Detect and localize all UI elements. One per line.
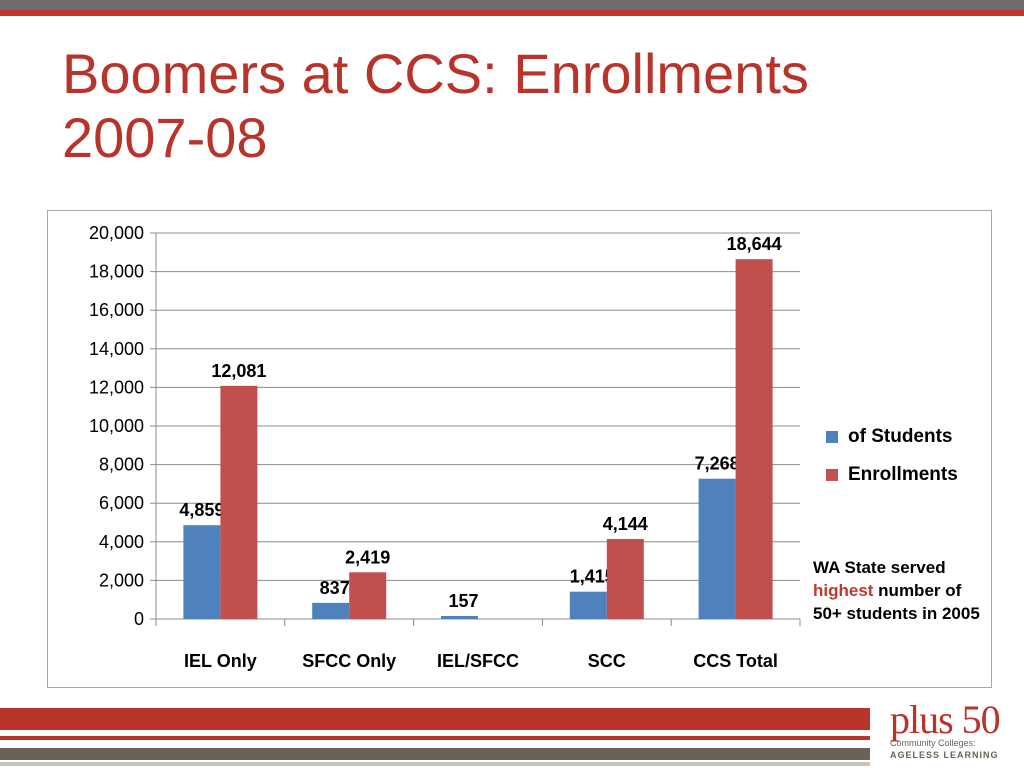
data-label-students: 157 (448, 591, 478, 611)
data-label-enrollments: 4,144 (603, 514, 648, 534)
top-rule-red (0, 10, 1024, 16)
y-tick-label: 4,000 (99, 532, 144, 552)
bar-students (698, 478, 736, 619)
x-category-label: CCS Total (693, 651, 778, 671)
bottom-rule-red-thick (0, 708, 870, 730)
data-label-enrollments: 2,419 (345, 547, 390, 567)
bar-enrollments (606, 539, 644, 619)
y-tick-label: 20,000 (89, 223, 144, 243)
y-tick-label: 0 (134, 609, 144, 629)
data-label-enrollments: 12,081 (211, 361, 266, 381)
legend-label-enrollments: Enrollments (848, 464, 958, 485)
data-label-students: 837 (320, 578, 350, 598)
bar-students (441, 615, 478, 619)
y-tick-label: 12,000 (89, 377, 144, 397)
logo-main-text: plus 50 (890, 697, 1001, 742)
bar-students (183, 525, 221, 619)
y-tick-label: 14,000 (89, 339, 144, 359)
top-rule (0, 0, 1024, 16)
y-tick-label: 8,000 (99, 455, 144, 475)
x-category-label: SFCC Only (302, 651, 396, 671)
data-label-students: 1,415 (570, 567, 615, 587)
legend-swatch-students (826, 431, 838, 443)
logo-tag-text: AGELESS LEARNING (890, 750, 999, 760)
legend-label-students: of Students (848, 426, 953, 447)
note-highlight: highest (813, 581, 874, 600)
bar-enrollments (735, 259, 773, 619)
slide-title: Boomers at CCS: Enrollments 2007-08 (62, 42, 809, 169)
legend-item-enrollments: Enrollments (826, 456, 958, 494)
data-label-students: 4,859 (179, 500, 224, 520)
plus50-logo: plus 50 Community Colleges: AGELESS LEAR… (880, 700, 1020, 768)
data-label-enrollments: 18,644 (727, 234, 782, 254)
y-tick-label: 16,000 (89, 300, 144, 320)
data-label-students: 7,268 (695, 454, 740, 474)
chart-legend: of Students Enrollments (826, 418, 958, 494)
note-text-after: number of 50+ students in 2005 (813, 581, 980, 623)
bottom-rule-light (0, 762, 870, 766)
y-tick-label: 6,000 (99, 493, 144, 513)
bar-students (569, 591, 607, 619)
y-tick-label: 18,000 (89, 262, 144, 282)
x-category-label: IEL/SFCC (437, 651, 519, 671)
y-tick-label: 10,000 (89, 416, 144, 436)
legend-swatch-enrollments (826, 469, 838, 481)
bottom-rule-red-thin (0, 736, 870, 740)
bar-enrollments (220, 385, 258, 619)
bottom-rules (0, 708, 870, 768)
top-rule-dark (0, 0, 1024, 10)
note-text-before: WA State served (813, 558, 946, 577)
logo-sub-text: Community Colleges: (890, 738, 976, 748)
bar-students (312, 602, 350, 619)
bar-enrollments (349, 572, 387, 619)
bottom-rule-brown (0, 748, 870, 760)
legend-item-students: of Students (826, 418, 958, 456)
y-tick-label: 2,000 (99, 570, 144, 590)
x-category-label: IEL Only (184, 651, 257, 671)
annotation-note: WA State served highest number of 50+ st… (813, 556, 988, 625)
x-category-label: SCC (588, 651, 626, 671)
